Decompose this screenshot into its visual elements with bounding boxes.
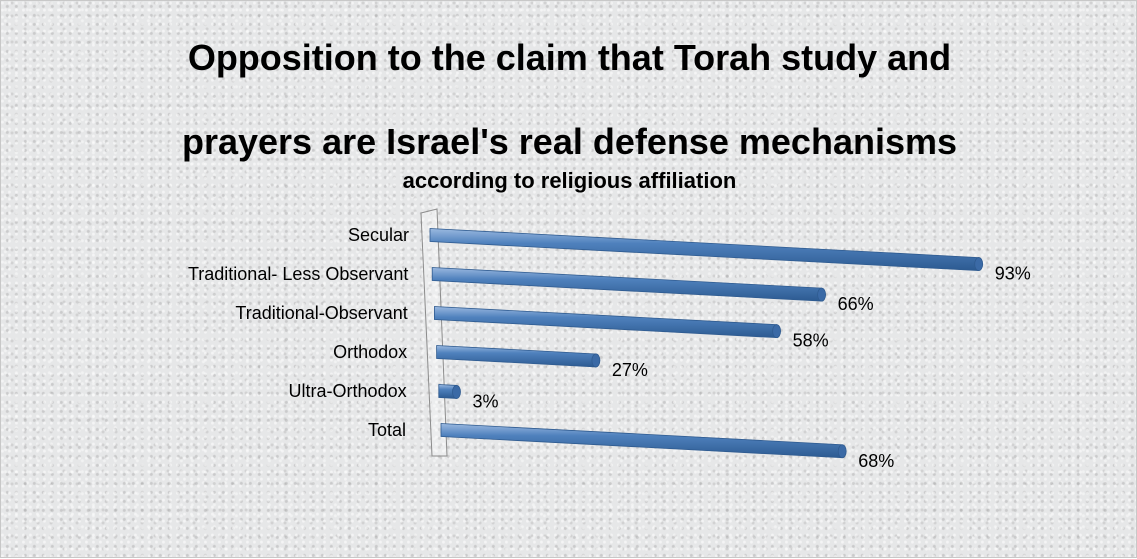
- bar-end-cap: [591, 353, 601, 368]
- chart-title-line-2: prayers are Israel's real defense mechan…: [181, 121, 958, 162]
- chart-title-line-1: Opposition to the claim that Torah study…: [187, 37, 952, 78]
- category-label: Secular: [348, 225, 409, 245]
- axis-wall: [420, 208, 448, 457]
- category-label: Orthodox: [333, 342, 407, 362]
- bar-end-cap: [837, 444, 847, 459]
- bar-body: [440, 423, 843, 459]
- bar-end-cap: [452, 385, 461, 399]
- bar: [429, 228, 984, 272]
- bar: [434, 306, 781, 339]
- data-label: 3%: [473, 391, 499, 411]
- bar-body: [436, 345, 597, 368]
- bar: [436, 345, 601, 368]
- bar-body: [429, 228, 980, 272]
- data-label: 93%: [995, 264, 1031, 284]
- bar-body: [431, 267, 822, 302]
- bar-end-cap: [974, 257, 984, 271]
- data-label: 66%: [838, 294, 874, 314]
- category-label: Total: [368, 420, 406, 440]
- bar: [440, 423, 847, 459]
- bar: [431, 267, 826, 302]
- bar-end-cap: [817, 287, 826, 302]
- chart-subtitle: according to religious affiliation: [402, 168, 737, 193]
- bar: [438, 384, 461, 399]
- data-label: 58%: [793, 331, 829, 351]
- bar-end-cap: [772, 324, 781, 339]
- category-label: Traditional-Observant: [235, 303, 407, 323]
- data-label: 27%: [612, 360, 648, 380]
- category-label: Ultra-Orthodox: [289, 381, 407, 401]
- data-label: 68%: [858, 451, 894, 471]
- bar-body: [434, 306, 777, 339]
- category-label: Traditional- Less Observant: [188, 264, 408, 284]
